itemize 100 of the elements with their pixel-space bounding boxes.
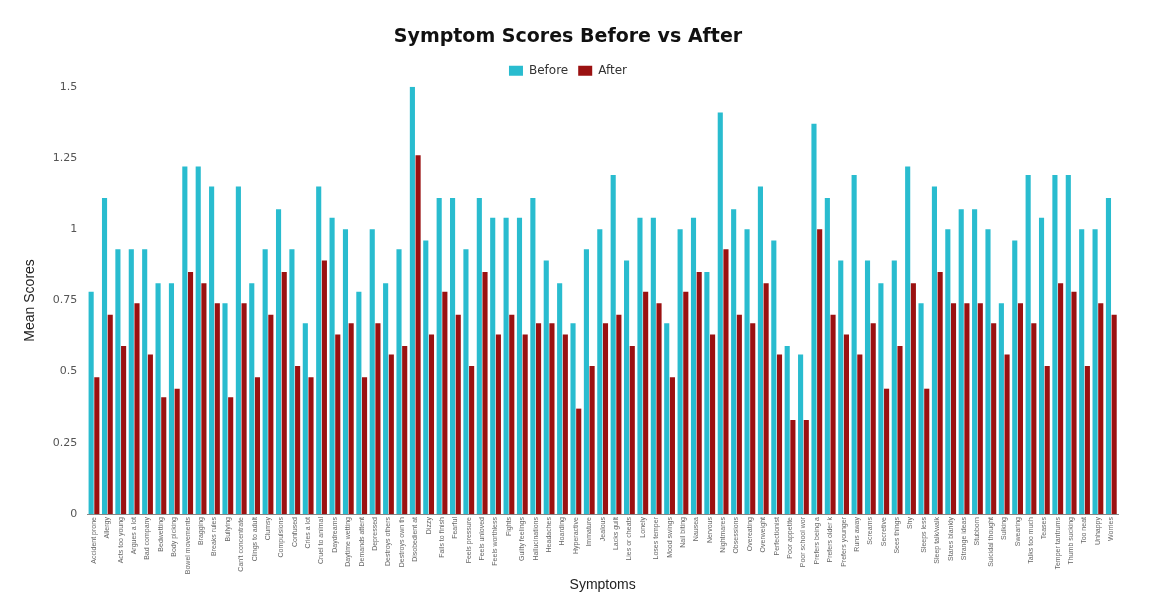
bar bbox=[843, 334, 849, 515]
bar bbox=[275, 209, 282, 515]
bar bbox=[450, 197, 456, 515]
y-axis-title: Mean Scores bbox=[21, 259, 38, 342]
bar bbox=[115, 249, 121, 515]
bar bbox=[321, 260, 327, 515]
bar bbox=[1079, 229, 1085, 515]
bar bbox=[945, 229, 951, 515]
bar bbox=[1065, 175, 1071, 515]
bar bbox=[602, 323, 609, 515]
bar bbox=[1044, 365, 1050, 515]
bar bbox=[356, 291, 362, 515]
bar bbox=[509, 314, 515, 515]
bar bbox=[931, 186, 938, 515]
y-tick-label: 1.25 bbox=[52, 150, 78, 164]
bar bbox=[289, 249, 295, 515]
bar bbox=[717, 112, 723, 515]
chart-title: Symptom Scores Before vs After bbox=[393, 24, 743, 47]
bar bbox=[763, 283, 769, 515]
bar bbox=[731, 209, 737, 515]
bar bbox=[402, 345, 408, 515]
bar bbox=[937, 271, 943, 515]
bar bbox=[790, 420, 796, 515]
y-tick-label: 1.5 bbox=[59, 79, 78, 93]
bar bbox=[428, 334, 435, 515]
bar bbox=[870, 323, 876, 515]
bar bbox=[161, 397, 167, 515]
bar bbox=[536, 323, 542, 515]
bar bbox=[268, 314, 274, 515]
bar bbox=[864, 260, 871, 515]
bar bbox=[643, 291, 649, 515]
bar bbox=[817, 229, 823, 515]
bar bbox=[597, 229, 603, 515]
bar bbox=[1058, 283, 1064, 515]
bar bbox=[744, 229, 750, 515]
bar bbox=[710, 334, 716, 515]
bar bbox=[905, 166, 911, 515]
bar bbox=[771, 240, 777, 515]
bar bbox=[704, 271, 710, 515]
bar bbox=[335, 334, 341, 515]
bar bbox=[664, 323, 670, 515]
bar bbox=[998, 303, 1004, 515]
y-tick-label: 0.25 bbox=[52, 435, 78, 449]
bar bbox=[991, 323, 997, 515]
bar bbox=[589, 365, 595, 515]
bar bbox=[455, 314, 461, 515]
bar bbox=[241, 303, 247, 515]
y-tick-label: 0.5 bbox=[59, 364, 78, 378]
bar bbox=[750, 323, 756, 515]
bar bbox=[121, 345, 127, 515]
bar bbox=[168, 283, 175, 515]
bar bbox=[209, 186, 215, 515]
bar bbox=[1052, 175, 1058, 515]
bar bbox=[423, 240, 429, 515]
bar bbox=[918, 303, 924, 515]
bar bbox=[570, 323, 576, 515]
bar bbox=[985, 229, 991, 515]
bar bbox=[977, 303, 983, 515]
bar bbox=[174, 388, 180, 515]
bar bbox=[128, 249, 134, 515]
bar bbox=[1038, 217, 1045, 515]
bar bbox=[182, 166, 188, 515]
bar bbox=[214, 303, 220, 515]
bar bbox=[463, 249, 469, 515]
bar bbox=[1017, 303, 1024, 515]
bar bbox=[490, 217, 496, 515]
bar bbox=[1092, 229, 1098, 515]
bar bbox=[576, 408, 582, 515]
bar bbox=[415, 155, 421, 515]
bar bbox=[436, 197, 442, 515]
bar bbox=[677, 229, 683, 515]
bar bbox=[516, 217, 523, 515]
bar bbox=[281, 271, 287, 515]
bar bbox=[824, 197, 830, 515]
bar bbox=[830, 314, 836, 515]
y-tick-label: 1 bbox=[70, 222, 78, 236]
x-axis-title: Symptoms bbox=[569, 576, 636, 593]
bar bbox=[262, 249, 268, 515]
bar bbox=[557, 283, 563, 515]
bar bbox=[342, 229, 349, 515]
bar bbox=[530, 197, 536, 515]
bar bbox=[1098, 303, 1104, 515]
bar bbox=[201, 283, 207, 515]
bar bbox=[383, 283, 389, 515]
bar bbox=[958, 209, 964, 515]
bar bbox=[811, 123, 817, 515]
bar bbox=[495, 334, 501, 515]
bar bbox=[409, 86, 415, 515]
bar bbox=[308, 377, 314, 515]
bar bbox=[878, 283, 884, 515]
bar bbox=[222, 303, 228, 515]
bar bbox=[1004, 354, 1010, 515]
bar bbox=[388, 354, 394, 515]
bar bbox=[757, 186, 763, 515]
y-tick-label: 0.75 bbox=[52, 293, 78, 307]
bar bbox=[543, 260, 549, 515]
bar bbox=[228, 397, 234, 515]
bar bbox=[884, 388, 890, 515]
bar bbox=[1111, 314, 1117, 515]
bar bbox=[549, 323, 555, 515]
